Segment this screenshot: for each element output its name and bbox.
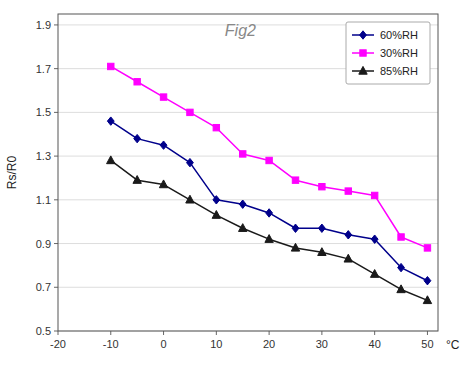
legend: 60%RH 30%RH 85%RH bbox=[346, 22, 430, 84]
x-tick bbox=[321, 331, 322, 335]
y-tick bbox=[54, 243, 58, 244]
point bbox=[266, 209, 273, 217]
y-tick-label: 1.7 bbox=[36, 63, 51, 75]
point bbox=[424, 245, 430, 251]
y-tick-label: 1.1 bbox=[36, 194, 51, 206]
point bbox=[371, 192, 377, 198]
point bbox=[187, 158, 194, 166]
point bbox=[134, 79, 140, 85]
point bbox=[318, 224, 325, 232]
point bbox=[213, 124, 219, 130]
point bbox=[319, 184, 325, 190]
point bbox=[159, 180, 167, 188]
point bbox=[212, 211, 220, 219]
point bbox=[213, 196, 220, 204]
x-tick bbox=[163, 331, 164, 335]
y-tick bbox=[54, 24, 58, 25]
point bbox=[345, 188, 351, 194]
x-axis-label: °C bbox=[446, 338, 460, 352]
series-line bbox=[111, 160, 428, 300]
y-tick bbox=[54, 331, 58, 332]
point bbox=[291, 243, 299, 251]
x-tick-label: -10 bbox=[103, 338, 119, 350]
point bbox=[370, 270, 378, 278]
point bbox=[423, 296, 431, 304]
point bbox=[133, 176, 141, 184]
point bbox=[108, 63, 114, 69]
y-tick-label: 1.3 bbox=[36, 150, 51, 162]
point bbox=[187, 109, 193, 115]
point bbox=[398, 263, 405, 271]
point bbox=[239, 200, 246, 208]
legend-box bbox=[346, 22, 430, 84]
point bbox=[160, 141, 167, 149]
y-tick-label: 0.5 bbox=[36, 325, 51, 337]
point bbox=[239, 224, 247, 232]
point bbox=[344, 254, 352, 262]
point bbox=[266, 157, 272, 163]
x-tick-label: 40 bbox=[369, 338, 381, 350]
plot-background bbox=[58, 14, 438, 331]
point bbox=[292, 224, 299, 232]
point bbox=[398, 234, 404, 240]
series-line bbox=[111, 66, 428, 247]
point bbox=[107, 117, 114, 125]
x-tick-label: 50 bbox=[421, 338, 433, 350]
y-tick-label: 0.9 bbox=[36, 238, 51, 250]
point bbox=[371, 235, 378, 243]
y-tick-label: 1.5 bbox=[36, 106, 51, 118]
point bbox=[397, 285, 405, 293]
x-tick-label: 30 bbox=[316, 338, 328, 350]
x-tick-label: -20 bbox=[50, 338, 66, 350]
title: Fig2 bbox=[225, 22, 256, 39]
grid-line bbox=[58, 112, 438, 113]
y-tick bbox=[54, 68, 58, 69]
y-tick bbox=[54, 287, 58, 288]
x-tick bbox=[110, 331, 111, 335]
plot-frame bbox=[58, 14, 438, 331]
y-tick bbox=[54, 156, 58, 157]
point bbox=[134, 134, 141, 142]
x-tick-label: 10 bbox=[210, 338, 222, 350]
y-tick bbox=[54, 199, 58, 200]
grid-line bbox=[58, 287, 438, 288]
legend-marker bbox=[359, 66, 367, 74]
y-tick bbox=[54, 112, 58, 113]
series-line bbox=[111, 121, 428, 281]
grid-line bbox=[58, 243, 438, 244]
point bbox=[292, 177, 298, 183]
grid-line bbox=[58, 199, 438, 200]
point bbox=[318, 248, 326, 256]
legend-label: 60%RH bbox=[380, 29, 418, 41]
x-tick bbox=[427, 331, 428, 335]
point bbox=[265, 235, 273, 243]
point bbox=[186, 195, 194, 203]
x-tick bbox=[374, 331, 375, 335]
point bbox=[160, 94, 166, 100]
chart: 0.5 0.7 0.9 1.1 1.3 1.5 1.7 1.9 -20 -10 0 10 20 30 40 5… bbox=[0, 0, 474, 373]
legend-label: 85%RH bbox=[380, 65, 418, 77]
x-tick bbox=[269, 331, 270, 335]
series-group bbox=[107, 63, 432, 303]
x-tick bbox=[58, 331, 59, 335]
point bbox=[240, 151, 246, 157]
legend-marker bbox=[360, 50, 366, 56]
point bbox=[424, 277, 431, 285]
point bbox=[345, 231, 352, 239]
legend-label: 30%RH bbox=[380, 47, 418, 59]
y-tick-label: 0.7 bbox=[36, 281, 51, 293]
x-tick bbox=[216, 331, 217, 335]
point bbox=[107, 156, 115, 164]
x-tick-label: 20 bbox=[263, 338, 275, 350]
y-tick-label: 1.9 bbox=[36, 19, 51, 31]
x-tick-label: 0 bbox=[160, 338, 166, 350]
y-axis-label: Rs/R0 bbox=[5, 156, 19, 190]
legend-marker bbox=[360, 31, 367, 39]
